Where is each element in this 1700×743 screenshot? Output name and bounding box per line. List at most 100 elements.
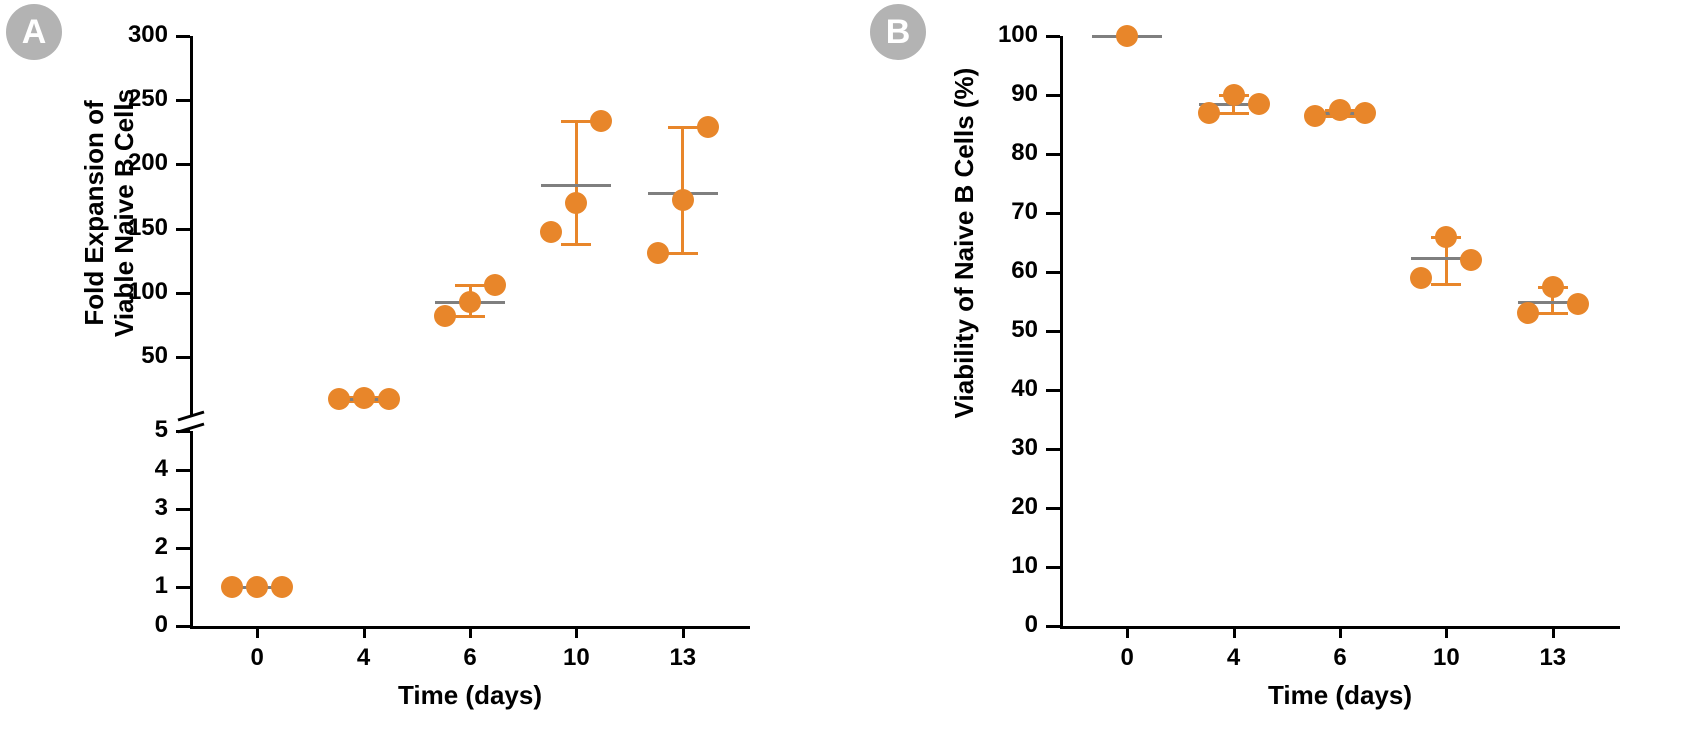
y-tick-label: 10: [976, 552, 1038, 580]
y-tick: [1046, 94, 1060, 97]
x-tick: [1445, 626, 1448, 638]
data-marker: [459, 291, 481, 313]
y-tick-label: 30: [976, 434, 1038, 462]
y-tick: [1046, 35, 1060, 38]
y-tick: [1046, 153, 1060, 156]
data-marker: [221, 576, 243, 598]
data-marker: [484, 274, 506, 296]
data-marker: [647, 242, 669, 264]
data-marker: [1116, 25, 1138, 47]
x-tick-label: 6: [440, 644, 500, 672]
data-marker: [590, 110, 612, 132]
data-marker: [1567, 293, 1589, 315]
y-tick-label: 80: [976, 139, 1038, 167]
data-marker: [1435, 226, 1457, 248]
y-tick: [176, 99, 190, 102]
y-tick-label: 0: [106, 611, 168, 639]
y-tick: [176, 35, 190, 38]
x-tick-label: 0: [227, 644, 287, 672]
x-tick: [682, 626, 685, 638]
x-tick: [575, 626, 578, 638]
x-tick-label: 13: [1523, 644, 1583, 672]
error-cap: [668, 126, 698, 129]
y-axis-line: [1060, 36, 1063, 626]
data-marker: [1304, 105, 1326, 127]
y-tick: [176, 292, 190, 295]
y-tick: [176, 163, 190, 166]
y-tick: [176, 508, 190, 511]
y-tick-label: 90: [976, 80, 1038, 108]
x-tick: [363, 626, 366, 638]
y-tick: [176, 430, 190, 433]
data-marker: [1460, 249, 1482, 271]
y-tick: [176, 469, 190, 472]
y-axis-title: Viability of Naive B Cells (%): [950, 0, 980, 538]
data-marker: [1223, 84, 1245, 106]
y-tick: [1046, 389, 1060, 392]
error-cap: [1219, 112, 1249, 115]
data-marker: [1198, 102, 1220, 124]
data-marker: [378, 388, 400, 410]
x-tick: [1233, 626, 1236, 638]
x-axis-title: Time (days): [1060, 680, 1620, 711]
y-tick-label: 2: [106, 533, 168, 561]
y-tick-label: 100: [976, 21, 1038, 49]
data-marker: [1248, 93, 1270, 115]
error-cap: [561, 120, 591, 123]
data-marker: [697, 116, 719, 138]
y-tick: [1046, 212, 1060, 215]
data-marker: [565, 192, 587, 214]
y-tick-label: 0: [976, 611, 1038, 639]
y-axis-line: [190, 431, 193, 626]
error-cap: [1538, 312, 1568, 315]
error-cap: [561, 243, 591, 246]
x-tick-label: 10: [546, 644, 606, 672]
data-marker: [540, 221, 562, 243]
y-tick-label: 60: [976, 257, 1038, 285]
data-marker: [672, 189, 694, 211]
x-axis-title: Time (days): [190, 680, 750, 711]
y-tick-label: 20: [976, 493, 1038, 521]
y-tick-label: 50: [976, 316, 1038, 344]
y-tick: [176, 356, 190, 359]
x-tick: [1552, 626, 1555, 638]
data-marker: [271, 576, 293, 598]
mean-line: [541, 184, 611, 187]
y-tick: [176, 586, 190, 589]
data-marker: [434, 305, 456, 327]
x-tick: [1126, 626, 1129, 638]
y-tick: [1046, 566, 1060, 569]
y-tick: [1046, 625, 1060, 628]
y-tick: [1046, 448, 1060, 451]
error-bar: [575, 121, 578, 244]
x-tick: [1339, 626, 1342, 638]
data-marker: [1410, 267, 1432, 289]
data-marker: [353, 387, 375, 409]
data-marker: [246, 576, 268, 598]
y-tick-label: 70: [976, 198, 1038, 226]
y-tick-label: 1: [106, 572, 168, 600]
data-marker: [328, 388, 350, 410]
data-marker: [1354, 102, 1376, 124]
data-marker: [1329, 99, 1351, 121]
y-tick: [1046, 507, 1060, 510]
y-tick: [176, 228, 190, 231]
y-tick-label: 40: [976, 375, 1038, 403]
y-tick: [176, 547, 190, 550]
error-cap: [455, 284, 485, 287]
panel-badge-a: A: [6, 4, 62, 60]
x-tick: [469, 626, 472, 638]
panel-badge-b: B: [870, 4, 926, 60]
error-cap: [1431, 283, 1461, 286]
x-tick-label: 4: [1204, 644, 1264, 672]
error-cap: [455, 315, 485, 318]
data-marker: [1517, 302, 1539, 324]
x-tick-label: 10: [1416, 644, 1476, 672]
y-tick: [1046, 330, 1060, 333]
x-tick-label: 4: [334, 644, 394, 672]
data-marker: [1542, 276, 1564, 298]
y-axis-line: [190, 36, 193, 415]
x-tick-label: 0: [1097, 644, 1157, 672]
y-axis-title: Fold Expansion of Viable Naive B Cells: [80, 0, 140, 508]
y-tick: [1046, 271, 1060, 274]
